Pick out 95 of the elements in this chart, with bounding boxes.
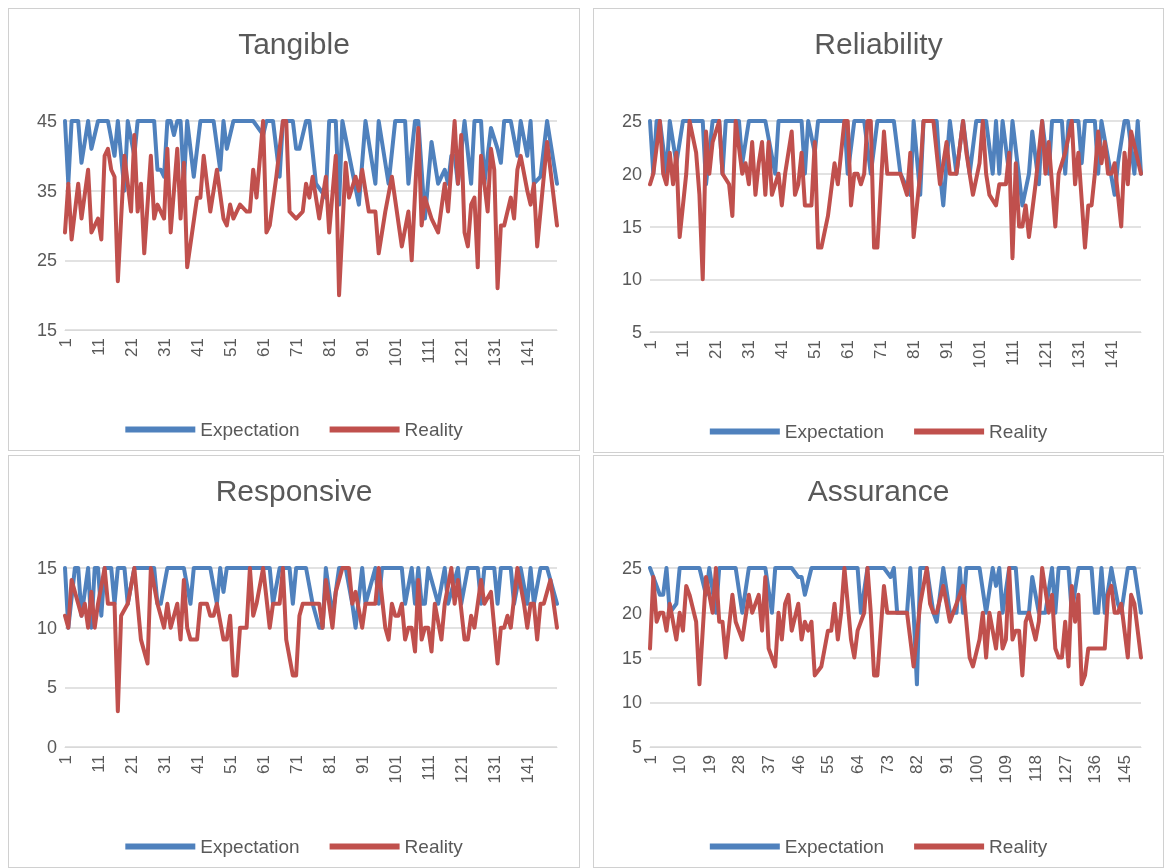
x-tick-label: 91 bbox=[352, 755, 372, 774]
x-tick-label: 1 bbox=[640, 340, 660, 350]
x-tick-label: 109 bbox=[996, 755, 1016, 784]
x-tick-label: 91 bbox=[352, 338, 372, 357]
x-tick-label: 121 bbox=[451, 755, 471, 784]
x-tick-label: 61 bbox=[253, 338, 273, 357]
x-tick-label: 51 bbox=[220, 755, 240, 774]
y-tick-label: 20 bbox=[621, 163, 642, 184]
x-tick-label: 141 bbox=[517, 338, 537, 367]
y-tick-label: 45 bbox=[36, 111, 57, 131]
x-tick-label: 71 bbox=[871, 340, 891, 359]
chart-title: Responsive bbox=[215, 473, 373, 507]
x-tick-label: 101 bbox=[385, 755, 405, 784]
x-tick-label: 141 bbox=[1101, 340, 1121, 369]
x-tick-label: 111 bbox=[418, 338, 438, 364]
x-tick-label: 41 bbox=[187, 338, 207, 357]
chart-title: Reliability bbox=[814, 26, 943, 60]
y-tick-label: 5 bbox=[631, 322, 642, 342]
chart-title: Tangible bbox=[238, 26, 350, 60]
y-tick-label: 15 bbox=[36, 320, 57, 340]
x-tick-label: 31 bbox=[739, 340, 759, 359]
legend-label: Reality bbox=[404, 419, 464, 440]
x-tick-label: 21 bbox=[706, 340, 726, 359]
y-tick-label: 10 bbox=[621, 269, 642, 290]
x-tick-label: 37 bbox=[759, 755, 779, 774]
x-tick-label: 71 bbox=[286, 338, 306, 357]
x-tick-label: 131 bbox=[484, 338, 504, 367]
x-tick-label: 61 bbox=[838, 340, 858, 359]
x-tick-label: 21 bbox=[121, 755, 141, 774]
y-tick-label: 10 bbox=[36, 617, 57, 638]
legend-label: Reality bbox=[989, 421, 1048, 442]
x-tick-label: 1 bbox=[640, 755, 660, 765]
x-tick-label: 127 bbox=[1055, 755, 1075, 784]
line-series bbox=[63, 566, 559, 714]
x-tick-label: 91 bbox=[937, 340, 957, 359]
x-tick-label: 111 bbox=[1002, 340, 1022, 366]
y-tick-label: 5 bbox=[46, 677, 57, 698]
y-tick-label: 15 bbox=[621, 647, 642, 668]
x-tick-label: 131 bbox=[484, 755, 504, 784]
x-tick-label: 141 bbox=[517, 755, 537, 784]
x-tick-label: 121 bbox=[1035, 340, 1055, 369]
x-tick-label: 81 bbox=[904, 340, 924, 359]
x-tick-label: 81 bbox=[319, 338, 339, 357]
x-tick-label: 81 bbox=[319, 755, 339, 774]
x-tick-label: 51 bbox=[805, 340, 825, 359]
x-tick-label: 41 bbox=[187, 755, 207, 774]
y-tick-label: 15 bbox=[36, 558, 57, 578]
y-tick-label: 15 bbox=[621, 216, 642, 237]
y-tick-label: 20 bbox=[621, 602, 642, 623]
x-tick-label: 19 bbox=[699, 755, 719, 774]
x-tick-label: 31 bbox=[154, 338, 174, 357]
x-tick-label: 46 bbox=[788, 755, 808, 774]
x-tick-label: 64 bbox=[848, 755, 868, 774]
x-tick-label: 91 bbox=[937, 755, 957, 774]
x-tick-label: 11 bbox=[673, 340, 693, 358]
chart-title: Assurance bbox=[807, 473, 950, 507]
x-tick-label: 11 bbox=[88, 338, 108, 356]
y-tick-label: 0 bbox=[46, 737, 57, 757]
x-tick-label: 1 bbox=[55, 755, 75, 765]
x-tick-label: 28 bbox=[729, 755, 749, 774]
legend-label: Expectation bbox=[200, 419, 300, 440]
x-tick-label: 111 bbox=[418, 755, 438, 781]
y-tick-label: 25 bbox=[621, 558, 642, 578]
x-tick-label: 131 bbox=[1068, 340, 1088, 369]
legend-label: Reality bbox=[989, 836, 1048, 857]
x-tick-label: 10 bbox=[670, 755, 690, 774]
x-tick-label: 73 bbox=[877, 755, 897, 774]
y-tick-label: 25 bbox=[621, 111, 642, 131]
legend-label: Reality bbox=[404, 836, 464, 857]
legend-label: Expectation bbox=[200, 836, 300, 857]
x-tick-label: 101 bbox=[970, 340, 990, 369]
x-tick-label: 136 bbox=[1085, 755, 1105, 784]
legend-label: Expectation bbox=[784, 836, 885, 857]
x-tick-label: 55 bbox=[818, 755, 838, 774]
x-tick-label: 121 bbox=[451, 338, 471, 367]
x-tick-label: 61 bbox=[253, 755, 273, 774]
x-tick-label: 82 bbox=[907, 755, 927, 774]
x-tick-label: 100 bbox=[966, 755, 986, 784]
x-tick-label: 31 bbox=[154, 755, 174, 774]
y-tick-label: 35 bbox=[36, 180, 57, 201]
x-tick-label: 21 bbox=[121, 338, 141, 357]
x-tick-label: 145 bbox=[1115, 755, 1135, 784]
line-series bbox=[648, 119, 1143, 282]
x-tick-label: 118 bbox=[1026, 755, 1046, 783]
y-tick-label: 5 bbox=[631, 737, 642, 757]
y-tick-label: 25 bbox=[36, 250, 57, 271]
x-tick-label: 41 bbox=[772, 340, 792, 359]
x-tick-label: 11 bbox=[88, 755, 108, 773]
x-tick-label: 71 bbox=[286, 755, 306, 774]
legend-label: Expectation bbox=[784, 421, 885, 442]
x-tick-label: 101 bbox=[385, 338, 405, 367]
y-tick-label: 10 bbox=[621, 692, 642, 713]
x-tick-label: 51 bbox=[220, 338, 240, 357]
line-series bbox=[63, 119, 559, 298]
x-tick-label: 1 bbox=[55, 338, 75, 348]
